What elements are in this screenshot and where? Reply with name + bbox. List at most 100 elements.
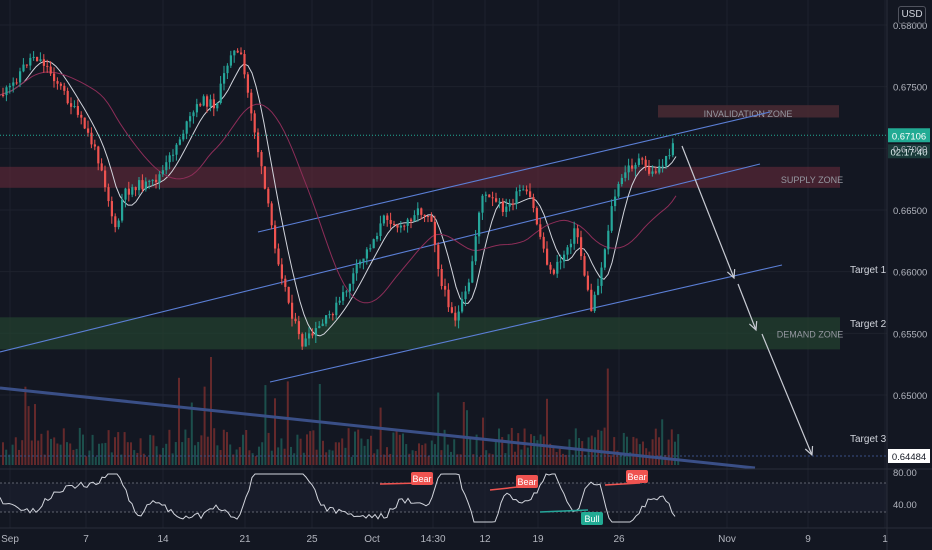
candle-body [32,56,35,58]
volume-bar [667,439,670,465]
supply-zone-label: SUPPLY ZONE [781,175,843,185]
candle-body [518,190,521,192]
candle-body [294,318,297,322]
candle-body [12,82,15,86]
candle-body [63,85,66,91]
price-tick-label: 0.67500 [893,83,927,94]
volume-bar [443,429,446,465]
candle-body [413,215,416,222]
candle-body [277,248,280,265]
currency-badge[interactable]: USD [898,6,926,24]
arrow-to-target-3 [761,333,813,456]
candle-body [593,294,596,311]
date-tick-label: 7 [83,534,89,545]
volume-bar [398,434,401,465]
arrow-to-target-2-head [748,320,758,332]
candle-body [365,249,368,259]
candle-body [19,71,22,83]
volume-bar [27,406,30,465]
candle-body [447,289,450,308]
volume-bar [40,433,43,465]
volume-bar [469,437,472,465]
volume-bar [229,444,232,465]
volume-bar [174,442,177,465]
candle-body [22,64,25,72]
volume-bar [565,454,568,465]
volume-bar [523,428,526,465]
volume-bar [222,429,225,465]
volume-bar [354,431,356,465]
rsi-band [0,483,887,512]
candle-body [70,103,73,107]
candle-body [535,208,538,225]
channel-lines [0,111,783,383]
demand-zone-label: DEMAND ZONE [777,329,844,339]
bear-label-1: Bear [412,474,431,484]
candle-body [172,154,175,156]
candle-body [515,191,518,204]
candle-body [658,165,661,173]
candle-body [311,333,314,336]
volume-bar [651,439,654,465]
volume-bar [619,453,622,465]
candle-body [478,212,481,237]
volume-bar [280,438,283,465]
volume-trendline [0,386,756,470]
candle-body [665,155,668,166]
volume-bar [328,449,331,465]
bull-label-bg [581,512,603,525]
candle-body [450,307,453,313]
volume-bar [360,438,363,465]
countdown-text: 02:17:40 [891,147,928,158]
volume-bar [152,435,155,465]
candle-body [498,201,501,203]
volume-bar [299,438,302,465]
volume-bar [530,434,532,465]
candle-body [600,267,603,286]
volume-bar [30,440,33,465]
demand-zone [0,317,840,350]
volume-bar [606,368,609,465]
candle-body [651,171,654,174]
candle-body [236,50,239,53]
volume-bar [133,450,136,465]
candle-body [444,286,447,290]
volume-bar [85,456,88,465]
volume-bar [610,455,612,465]
candle-body [369,248,372,250]
volume-bar [56,443,59,465]
candle-body [114,216,117,228]
candle-body [260,152,263,167]
volume-bar [261,442,264,465]
candle-body [192,112,195,117]
candle-body [539,224,542,237]
volume-bar [62,428,65,465]
volume-bar [603,427,606,465]
date-tick-label: Oct [364,534,380,545]
candle-body [607,230,610,250]
candle-body [49,66,52,74]
volume-bar [658,437,660,465]
volume-bar [533,435,536,465]
candle-body [471,261,474,283]
candle-body [110,201,113,217]
candle-body [66,90,69,104]
candle-body [603,249,606,268]
volume-bar [264,385,267,465]
candle-body [620,177,623,185]
candle-body [495,198,498,202]
volume-bar [322,440,324,465]
date-tick-label: Nov [718,534,736,545]
volume-bar [309,431,312,465]
candle-body [644,159,647,167]
volume-bar [558,448,561,465]
volume-bar [194,445,196,465]
candle-body [637,158,640,165]
date-tick-label: 14:30 [420,534,445,545]
volume-bar [389,453,392,465]
candle-body [151,179,154,181]
candle-body [590,289,593,311]
candle-body [668,155,671,157]
candle-body [546,248,549,265]
